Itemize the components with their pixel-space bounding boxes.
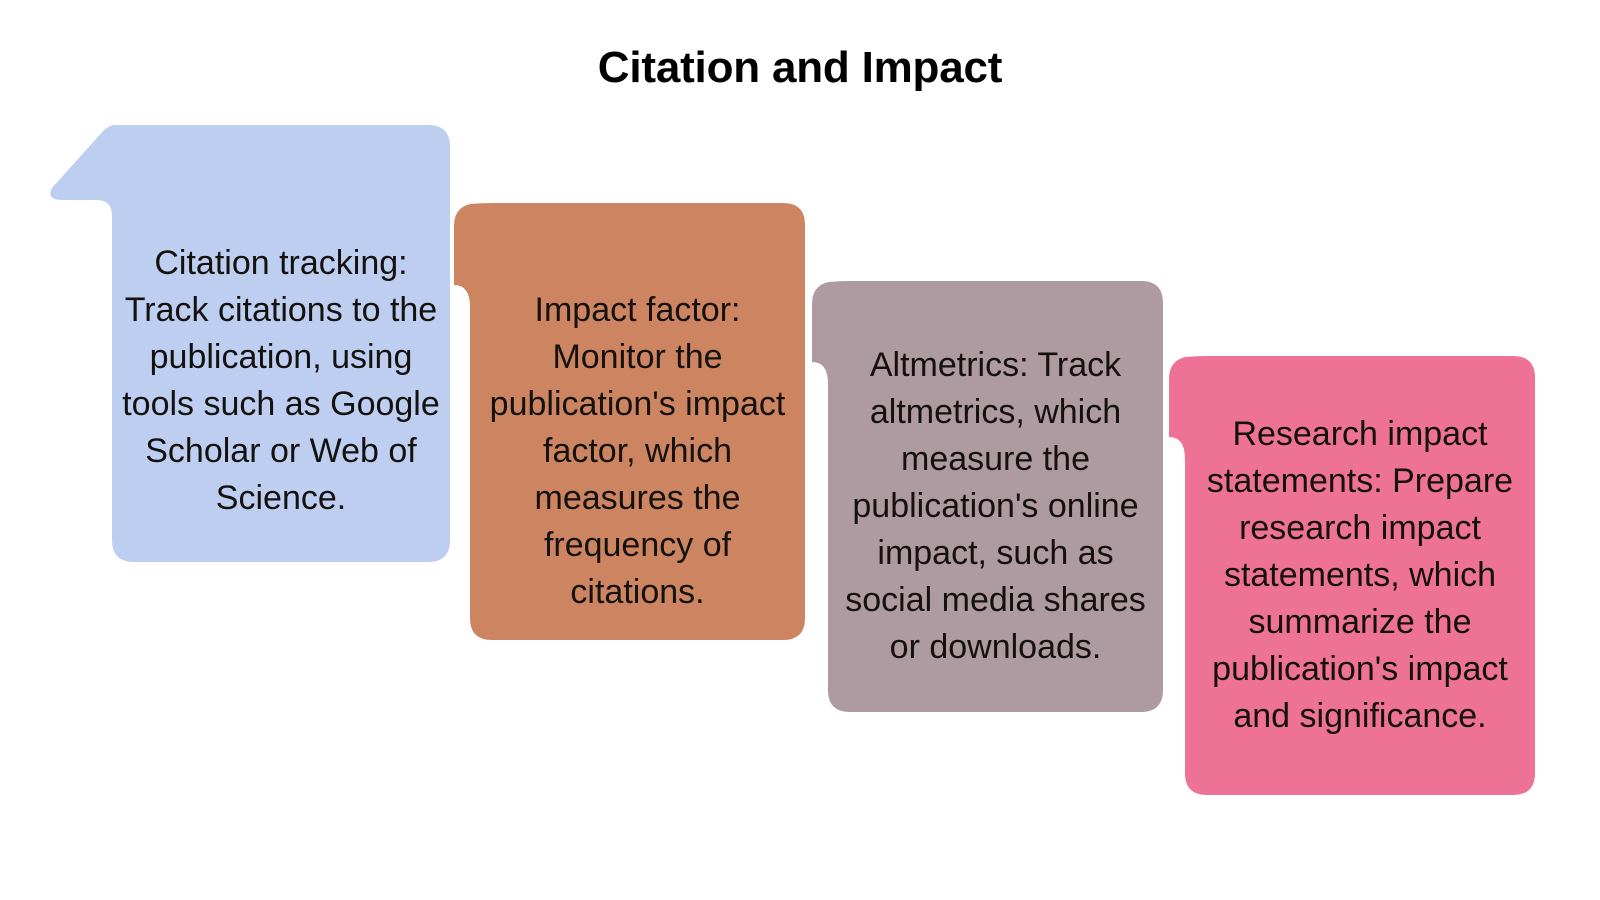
- step-2-text: Impact factor: Monitor the publication's…: [489, 290, 786, 611]
- step-4-text: Research impact statements: Prepare rese…: [1206, 414, 1514, 735]
- step-3-text: Altmetrics: Track altmetrics, which meas…: [845, 345, 1146, 666]
- step-1-label: Citation tracking: Track citations to th…: [112, 200, 450, 562]
- step-2-label: Impact factor: Monitor the publication's…: [470, 262, 805, 640]
- page-title: Citation and Impact: [597, 43, 1003, 92]
- step-3-label: Altmetrics: Track altmetrics, which meas…: [828, 300, 1163, 712]
- step-4-label: Research impact statements: Prepare rese…: [1185, 355, 1535, 795]
- step-1-text: Citation tracking: Track citations to th…: [122, 244, 440, 517]
